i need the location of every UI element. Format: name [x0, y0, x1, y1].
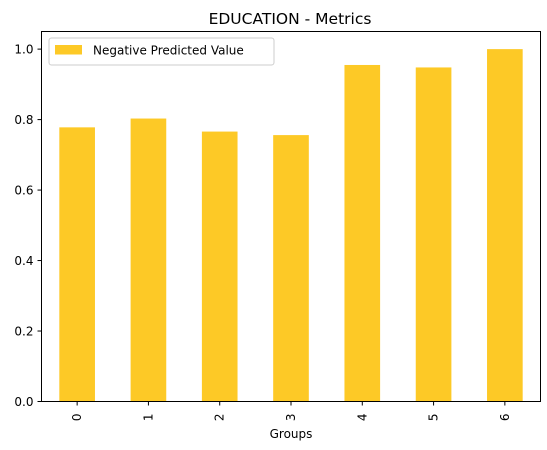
x-tick-label: 4: [355, 414, 369, 422]
x-tick-label: 0: [70, 414, 84, 422]
bar-6: [487, 49, 523, 402]
legend: Negative Predicted Value: [48, 37, 275, 66]
legend-label: Negative Predicted Value: [93, 44, 244, 58]
bar-0: [59, 127, 95, 402]
y-axis: 0.0 0.2 0.4 0.6 0.8 1.0: [14, 43, 42, 409]
x-tick-label: 5: [427, 414, 441, 422]
y-tick-label: 1.0: [14, 43, 33, 57]
bar-3: [273, 135, 309, 402]
y-tick-label: 0.6: [14, 184, 33, 198]
x-tick-label: 1: [141, 414, 155, 422]
y-tick-label: 0.4: [14, 254, 33, 268]
chart-title: EDUCATION - Metrics: [209, 10, 372, 28]
y-tick-label: 0.0: [14, 395, 33, 409]
x-axis-label: Groups: [270, 427, 313, 441]
y-tick-label: 0.2: [14, 325, 33, 339]
legend-frame: [48, 37, 275, 66]
x-tick-label: 2: [213, 414, 227, 422]
bar-2: [201, 131, 238, 402]
y-tick-label: 0.8: [14, 113, 33, 127]
x-axis: 0 1 2 3 4 5 6: [70, 401, 512, 422]
x-tick-label: 3: [284, 414, 298, 422]
bar-1: [130, 118, 167, 402]
legend-swatch: [55, 45, 82, 55]
bar-4: [344, 64, 381, 402]
bar-5: [415, 67, 452, 402]
x-tick-label: 6: [498, 414, 512, 422]
bars-group: [59, 49, 523, 402]
